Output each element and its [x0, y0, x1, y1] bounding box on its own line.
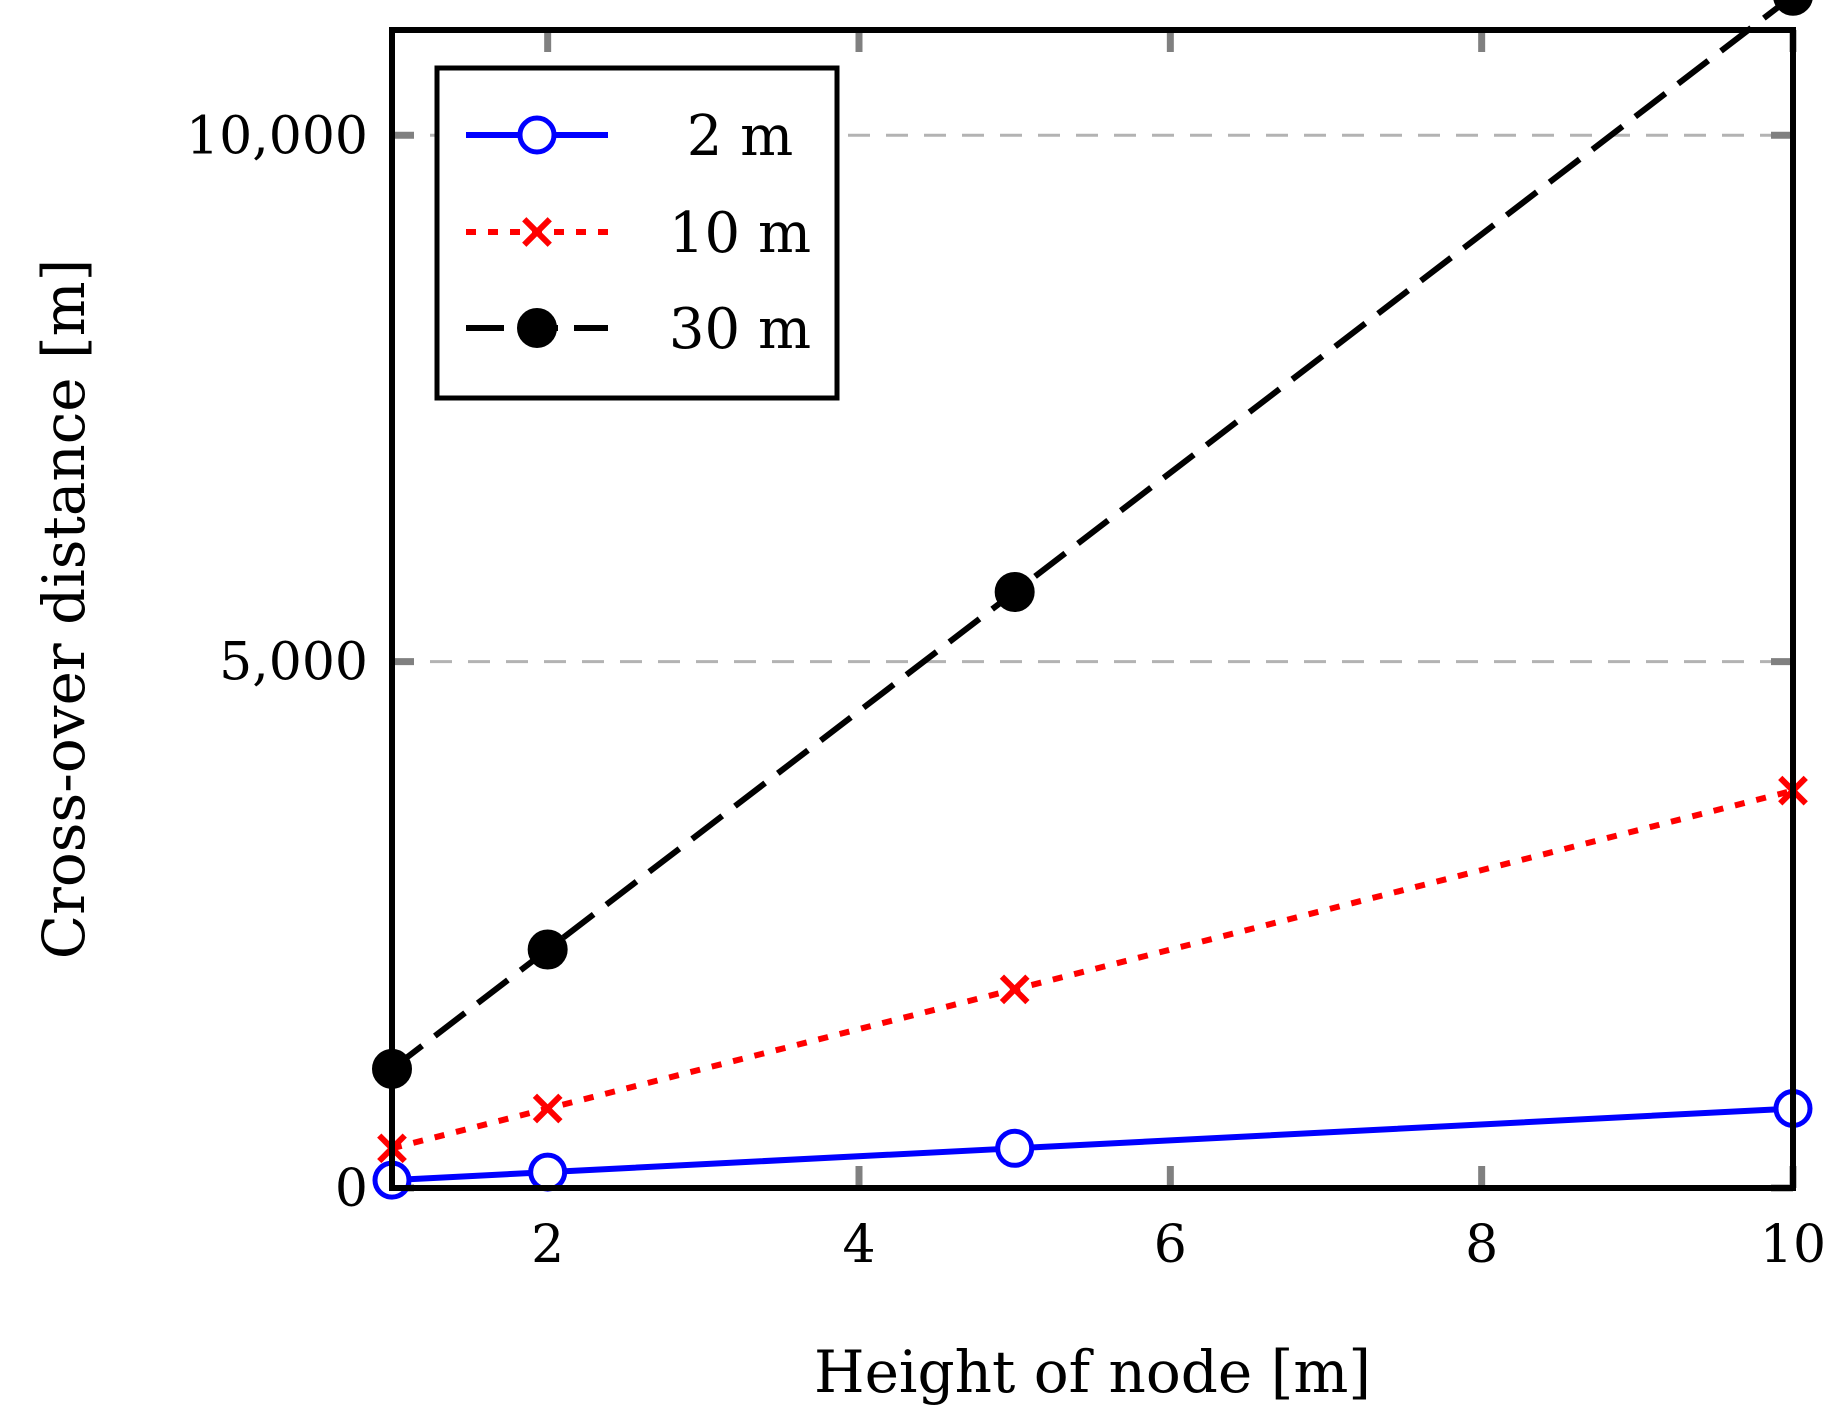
y-tick-labels: 0 5,000 10,000 [186, 106, 368, 1219]
legend-marker-10-m-stroke-b [522, 217, 552, 247]
data-point-30-m-5 [994, 571, 1035, 612]
legend: 2 m 10 m 30 m [434, 65, 840, 401]
data-point-10-m-2-stroke-b [532, 1093, 563, 1124]
legend-entry-10-m: 10 m [466, 201, 811, 266]
legend-label-30-m: 30 m [669, 297, 811, 362]
x-tick-label-8: 8 [1465, 1215, 1498, 1275]
y-tick-label-0: 0 [335, 1159, 368, 1219]
series-line-2-m [391, 1105, 1794, 1184]
data-point-30-m-2 [527, 929, 568, 970]
series-2-m [372, 1089, 1813, 1200]
x-tick-labels: 2 4 6 8 10 [531, 1215, 1826, 1275]
y-axis-label: Cross-over distance [m] [30, 259, 98, 960]
legend-label-10-m: 10 m [669, 201, 811, 266]
series-line-30-m [390, 0, 1793, 1072]
data-point-10-m-2 [532, 1093, 563, 1124]
legend-entry-30-m: 30 m [466, 297, 811, 362]
x-tick-label-10: 10 [1760, 1215, 1826, 1275]
series-lines [372, 0, 1813, 1200]
data-point-10-m-5-stroke-b [999, 974, 1030, 1005]
legend-marker-10-m [522, 217, 552, 247]
x-axis-label: Height of node [m] [814, 1338, 1371, 1406]
legend-box [434, 65, 840, 401]
legend-marker-30-m [517, 308, 557, 348]
legend-marker-2-m [517, 115, 557, 155]
series-10-m [377, 775, 1808, 1164]
x-tick-label-4: 4 [842, 1215, 875, 1275]
plot-frame [389, 27, 1796, 1191]
data-point-30-m-10 [1773, 0, 1813, 16]
legend-entry-2-m: 2 m [466, 104, 793, 169]
data-point-10-m-5 [999, 974, 1030, 1005]
x-tick-label-2: 2 [531, 1215, 564, 1275]
data-point-2-m-2 [528, 1152, 568, 1192]
y-tick-label-5000: 5,000 [219, 633, 368, 693]
y-tick-label-10000: 10,000 [186, 106, 368, 166]
legend-label-2-m: 2 m [687, 104, 794, 169]
x-tick-label-6: 6 [1154, 1215, 1187, 1275]
series-line-10-m [391, 787, 1794, 1152]
data-point-2-m-5 [995, 1128, 1035, 1168]
